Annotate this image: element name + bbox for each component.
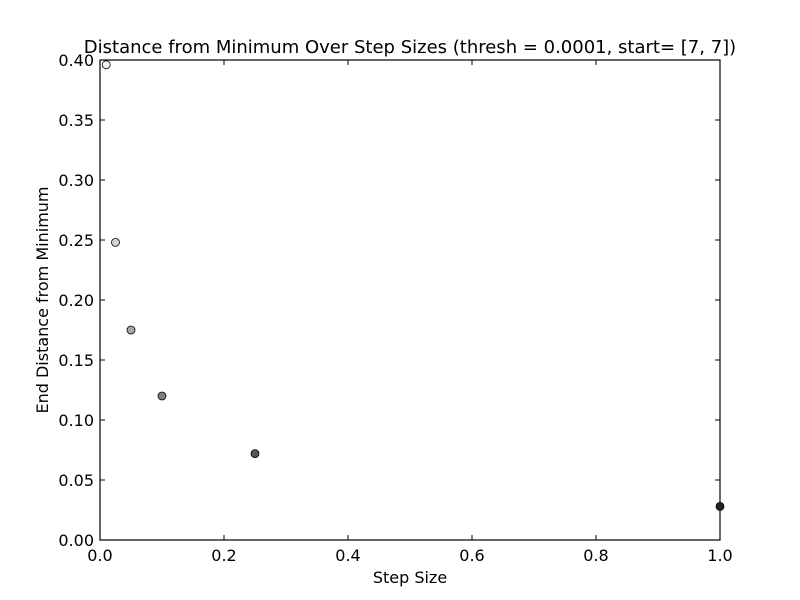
x-tick-label: 0.8	[583, 546, 608, 565]
chart-title: Distance from Minimum Over Step Sizes (t…	[84, 37, 736, 58]
data-point	[126, 325, 136, 335]
x-tick-label: 0.4	[335, 546, 360, 565]
y-tick-label: 0.05	[58, 471, 94, 490]
y-tick-label: 0.35	[58, 111, 94, 130]
x-tick-label: 1.0	[707, 546, 732, 565]
x-tick-label: 0.0	[87, 546, 112, 565]
y-tick-label: 0.40	[58, 51, 94, 70]
data-point	[715, 501, 725, 511]
y-tick-label: 0.25	[58, 231, 94, 250]
plot-frame	[99, 59, 721, 541]
x-tick-label: 0.6	[459, 546, 484, 565]
data-point	[111, 237, 120, 247]
y-axis-label: End Distance from Minimum	[33, 186, 52, 413]
y-tick-label: 0.20	[58, 291, 94, 310]
y-axis-ticks: 0.00 0.05 0.10 0.15 0.20 0.25 0.30 0.35 0.40	[58, 51, 720, 550]
x-axis-ticks: 0.0 0.2 0.4 0.6 0.8 1.0	[87, 60, 733, 565]
y-tick-label: 0.00	[58, 531, 94, 550]
data-points	[101, 60, 725, 511]
plot-area: 0.0 0.2 0.4 0.6 0.8 1.0 0.000.050.100.150.200…	[58, 51, 732, 565]
data-point	[250, 449, 260, 459]
x-axis-label: Step Size	[373, 568, 447, 587]
data-point	[157, 391, 167, 401]
y-tick-label: 0.30	[58, 171, 94, 190]
x-tick-label: 0.2	[211, 546, 236, 565]
y-tick-label: 0.15	[58, 351, 94, 370]
y-tick-label: 0.10	[58, 411, 94, 430]
data-point	[101, 60, 111, 70]
